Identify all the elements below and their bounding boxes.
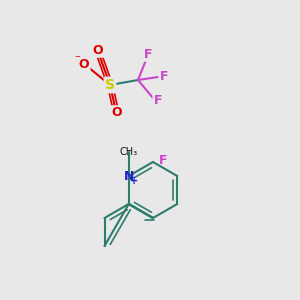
Text: N: N [124,169,134,182]
Text: O: O [112,106,122,119]
Text: CH₃: CH₃ [120,147,138,157]
Text: F: F [154,94,162,106]
Text: F: F [144,47,152,61]
Text: S: S [105,78,115,92]
Text: ⁻: ⁻ [74,54,80,64]
Text: +: + [130,176,138,186]
Text: F: F [160,70,168,83]
Text: F: F [159,154,167,166]
Text: O: O [93,44,103,56]
Text: O: O [79,58,89,70]
